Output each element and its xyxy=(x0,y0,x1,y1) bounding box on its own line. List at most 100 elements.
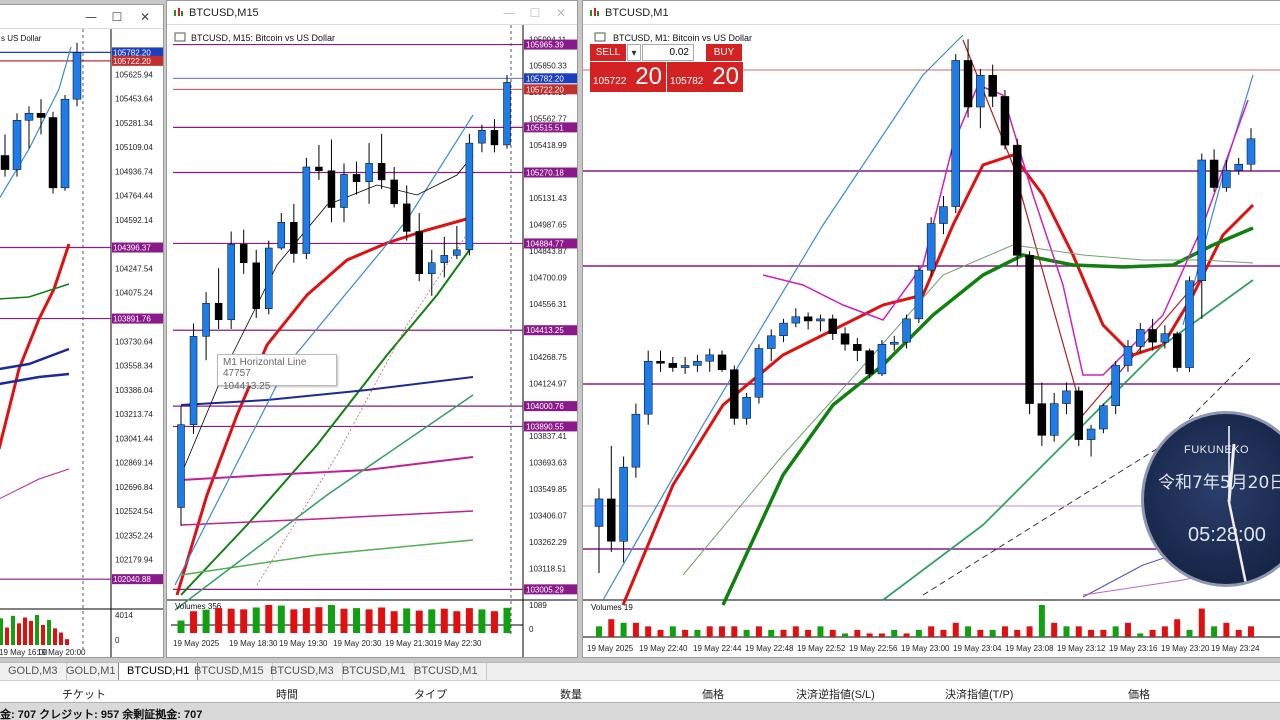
level-price-label: 103891.76 xyxy=(113,315,151,324)
m1-candle xyxy=(914,269,924,320)
chart-window-m1[interactable]: BTCUSD,M1 BTCUSD, M1: Bitcoin vs US Doll… xyxy=(582,0,1280,658)
m1-volume-bar xyxy=(940,629,947,637)
price-tick-label: 104700.09 xyxy=(529,273,567,282)
trend-line-blue xyxy=(174,114,474,586)
column-header[interactable]: 決済指値(T/P) xyxy=(945,689,1014,701)
m1-volume-bar xyxy=(1186,629,1193,637)
price-tick-label: 104936.74 xyxy=(115,167,153,176)
level-price-label: 104396.37 xyxy=(113,244,151,253)
level-price-tag xyxy=(524,122,577,133)
column-header[interactable]: 時間 xyxy=(276,689,298,701)
m1-candle xyxy=(963,60,973,108)
maximize-button[interactable]: ☐ xyxy=(529,6,541,20)
m1-candle xyxy=(865,350,874,375)
m1-candle xyxy=(1246,138,1256,165)
price-tick-label: 105131.43 xyxy=(529,194,567,203)
m1-volume-bar xyxy=(780,629,787,637)
lot-size-input[interactable]: 0.02 xyxy=(642,44,694,61)
tab-btcusd-m1[interactable]: BTCUSD,M1 xyxy=(334,663,415,681)
window-titlebar-h1[interactable]: — ☐ ✕ xyxy=(0,5,163,29)
time-tick-label: 19 May 23:00 xyxy=(901,644,950,653)
volume-max-label: 1089 xyxy=(529,601,547,610)
chart-h1-canvas[interactable]: s US Dollar 105625.94 105453.64 105281.34 10… xyxy=(0,29,164,658)
m1-volume-bar xyxy=(1149,629,1156,637)
time-tick-label: 19 May 22:48 xyxy=(745,644,794,653)
chart-m15-canvas[interactable]: BTCUSD, M15: Bitcoin vs US Dollar105994.… xyxy=(167,25,578,658)
m1-volume-bar xyxy=(842,633,849,637)
price-tick-label: 103386.04 xyxy=(115,386,153,395)
m1-candle xyxy=(1197,159,1207,281)
level-price-label: 105722.20 xyxy=(526,85,564,94)
h1-volume-bar xyxy=(29,620,33,645)
m1-volume-bar xyxy=(755,626,762,637)
m15-candle xyxy=(352,174,361,183)
tab-btcusd-m15[interactable]: BTCUSD,M15 xyxy=(186,663,273,681)
chart-inner-title: BTCUSD, M15: Bitcoin vs US Dollar xyxy=(191,33,335,43)
chart-window-h1[interactable]: — ☐ ✕ s US Dollar 105625.94 105453.64 10528… xyxy=(0,4,164,658)
volume-zero-label: 0 xyxy=(529,625,534,634)
time-tick-label: 19 May 22:44 xyxy=(693,644,742,653)
moving-average-red xyxy=(175,215,474,596)
window-titlebar-m1[interactable]: BTCUSD,M1 xyxy=(583,1,1280,25)
sell-price-box[interactable]: 105722 20 xyxy=(590,62,666,92)
m1-volume-bar xyxy=(989,629,996,637)
column-header[interactable]: 数量 xyxy=(560,689,582,701)
m1-volume-bar xyxy=(1137,633,1144,637)
m1-candle xyxy=(1062,390,1071,404)
price-tick-label: 105562.77 xyxy=(529,115,567,124)
column-header[interactable]: 価格 xyxy=(702,689,724,701)
tab-btcusd-m3[interactable]: BTCUSD,M3 xyxy=(262,663,343,681)
m1-volume-bar xyxy=(1026,626,1033,637)
h1-candle xyxy=(60,98,70,189)
moving-average-lightgreen xyxy=(180,539,474,576)
close-button[interactable]: ✕ xyxy=(139,10,151,24)
maximize-button[interactable]: ☐ xyxy=(111,10,123,24)
column-header[interactable]: 価格 xyxy=(1128,689,1150,701)
sell-button[interactable]: SELL xyxy=(590,44,626,61)
m1-volume-bar xyxy=(952,622,959,637)
time-tick-label: 19 May 23:24 xyxy=(1211,644,1260,653)
m1-candle xyxy=(926,223,936,271)
price-tick-label: 102869.14 xyxy=(115,459,153,468)
m1-candle xyxy=(705,354,714,362)
m15-volume-bar xyxy=(315,607,323,633)
price-tick-label: 103693.63 xyxy=(529,459,567,468)
h1-volume-bar xyxy=(17,623,21,645)
price-tick-label: 103262.29 xyxy=(529,538,567,547)
account-status-bar: 金: 707 クレジット: 957 余剰証拠金: 707 xyxy=(0,702,1280,720)
price-tick-label: 105281.34 xyxy=(115,119,153,128)
m1-candle xyxy=(816,318,825,322)
m1-candle xyxy=(828,318,837,334)
window-titlebar-m15[interactable]: BTCUSD,M15 — ☐ ✕ xyxy=(167,1,577,25)
minimize-button[interactable]: — xyxy=(503,6,515,20)
m1-volume-bar xyxy=(1075,626,1082,637)
m1-candle xyxy=(840,333,850,345)
price-tick-label: 103558.34 xyxy=(115,362,153,371)
clock-hands xyxy=(1227,426,1248,584)
chart-m1-canvas[interactable]: BTCUSD, M1: Bitcoin vs US Dollar Volumes … xyxy=(583,25,1280,658)
chart-window-m15[interactable]: BTCUSD,M15 — ☐ ✕ BTCUSD, M15: Bitcoin vs… xyxy=(166,0,578,658)
moving-average-green xyxy=(0,283,70,300)
minimize-button[interactable]: — xyxy=(85,10,97,24)
column-header[interactable]: チケット xyxy=(62,689,106,701)
tab-gold-m3[interactable]: GOLD,M3 xyxy=(0,663,67,681)
m1-candle xyxy=(1086,428,1096,440)
tab-btcusd-m1[interactable]: BTCUSD,M1 xyxy=(406,663,487,681)
price-tick-label: 105109.04 xyxy=(115,143,153,152)
tab-btcusd-h1[interactable]: BTCUSD,H1 xyxy=(118,663,199,681)
tab-gold-m1[interactable]: GOLD,M1 xyxy=(58,663,125,681)
level-price-tag xyxy=(524,421,577,432)
column-header[interactable]: 決済逆指値(S/L) xyxy=(796,689,875,701)
m15-volume-bar xyxy=(378,607,386,633)
m1-volume-bar xyxy=(866,633,873,637)
lot-dropdown-button[interactable]: ▾ xyxy=(627,44,641,61)
close-button[interactable]: ✕ xyxy=(555,6,567,20)
column-header[interactable]: タイプ xyxy=(414,689,447,701)
time-tick-label: 19 May 22:30 xyxy=(433,639,482,648)
sell-price-small: 105722 xyxy=(593,76,627,87)
buy-button[interactable]: BUY xyxy=(706,44,742,61)
m15-candle xyxy=(214,302,223,321)
buy-price-box[interactable]: 105782 20 xyxy=(667,62,743,92)
buy-price-small: 105782 xyxy=(670,76,704,87)
